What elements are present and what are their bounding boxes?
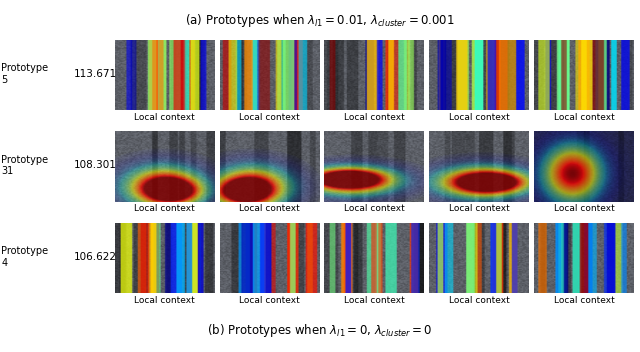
- Text: Local context: Local context: [554, 296, 614, 305]
- Text: Local context: Local context: [449, 204, 509, 213]
- Text: Local context: Local context: [239, 113, 300, 122]
- Text: 113.671: 113.671: [74, 69, 116, 79]
- Text: Prototype
4: Prototype 4: [1, 246, 49, 268]
- Text: 106.622: 106.622: [74, 252, 116, 262]
- Text: Local context: Local context: [134, 113, 195, 122]
- Text: Local context: Local context: [554, 204, 614, 213]
- Text: (b) Prototypes when $\lambda_{l1} = 0$, $\lambda_{cluster} = 0$: (b) Prototypes when $\lambda_{l1} = 0$, …: [207, 322, 433, 339]
- Text: (a) Prototypes when $\lambda_{l1} = 0.01$, $\lambda_{cluster} = 0.001$: (a) Prototypes when $\lambda_{l1} = 0.01…: [185, 12, 455, 29]
- Text: Prototype
31: Prototype 31: [1, 155, 49, 176]
- Text: Local context: Local context: [554, 113, 614, 122]
- Text: Prototype
5: Prototype 5: [1, 63, 49, 85]
- Text: Local context: Local context: [344, 296, 404, 305]
- Text: Local context: Local context: [134, 204, 195, 213]
- Text: Local context: Local context: [449, 296, 509, 305]
- Text: 108.301: 108.301: [74, 161, 116, 170]
- Text: Local context: Local context: [239, 296, 300, 305]
- Text: Local context: Local context: [239, 204, 300, 213]
- Text: Local context: Local context: [449, 113, 509, 122]
- Text: Local context: Local context: [344, 113, 404, 122]
- Text: Local context: Local context: [134, 296, 195, 305]
- Text: Local context: Local context: [344, 204, 404, 213]
